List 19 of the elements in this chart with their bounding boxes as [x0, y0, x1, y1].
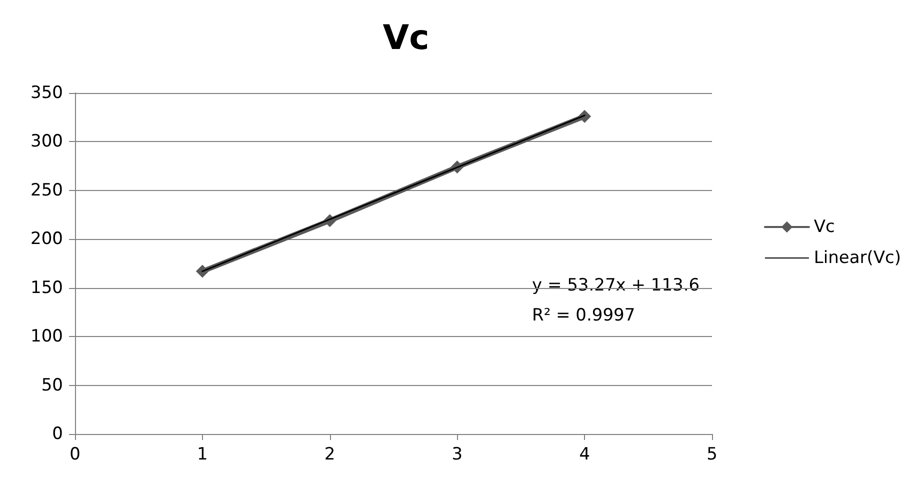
- legend-label: Linear(Vc): [814, 248, 902, 268]
- x-tick-label: 5: [706, 444, 718, 464]
- y-tick-label: 0: [52, 424, 63, 444]
- y-tick-label: 50: [41, 375, 63, 396]
- legend-label: Vc: [814, 217, 835, 237]
- chart-title: Vc: [382, 18, 430, 58]
- x-tick-label: 3: [452, 444, 463, 464]
- annotation: R² = 0.9997: [532, 306, 636, 326]
- y-tick-label: 150: [30, 278, 63, 298]
- x-tick-label: 2: [324, 444, 336, 464]
- point: [196, 264, 209, 278]
- y-tick-label: 200: [30, 229, 63, 250]
- y-tick-label: 250: [30, 180, 63, 200]
- y-tick-label: 350: [30, 83, 63, 103]
- x-tick-label: 4: [579, 444, 590, 464]
- y-tick-label: 300: [30, 132, 63, 152]
- x-tick-label: 0: [70, 444, 80, 464]
- x-tick-label: 1: [196, 444, 208, 464]
- y-tick-label: 100: [30, 326, 63, 347]
